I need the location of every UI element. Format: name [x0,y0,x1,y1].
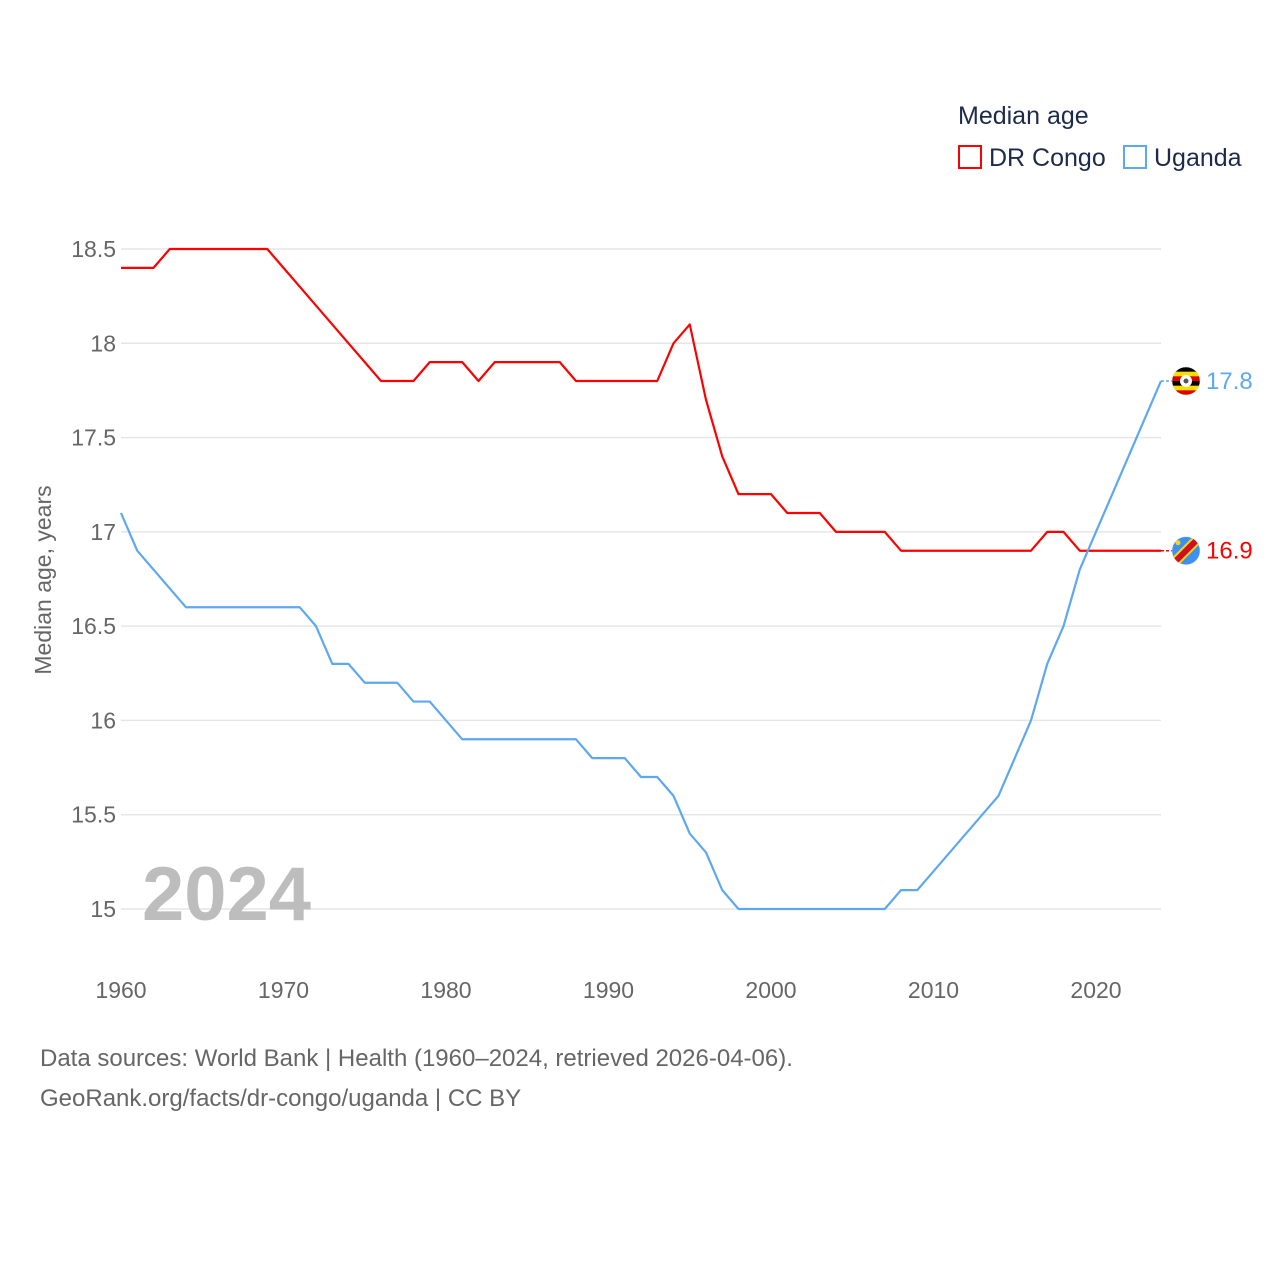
legend-swatch [1123,145,1147,169]
x-tick-label: 1970 [258,977,309,1003]
y-tick-label: 16.5 [71,613,116,639]
x-tick-label: 2010 [908,977,959,1003]
series-line-uganda[interactable] [119,380,1163,911]
x-tick-label: 1960 [95,977,146,1003]
y-tick-label: 16 [90,707,116,733]
dr-congo-flag-icon [1171,536,1201,565]
x-tick-label: 1980 [420,977,471,1003]
attribution-link[interactable]: GeoRank.org/facts/dr-congo/uganda | CC B… [40,1085,522,1112]
legend-label: DR Congo [989,144,1106,172]
y-tick-label: 15 [90,896,116,922]
y-axis-label: Median age, years [30,485,56,674]
y-tick-label: 18 [90,330,116,356]
legend-label: Uganda [1154,144,1242,172]
legend-swatch [958,145,982,169]
x-tick-label: 2020 [1070,977,1121,1003]
y-tick-label: 15.5 [71,802,116,828]
y-tick-label: 18.5 [71,236,116,262]
year-label: 2024 [142,852,311,937]
end-value-label: 16.9 [1206,538,1253,565]
x-tick-label: 2000 [745,977,796,1003]
y-tick-label: 17 [90,519,116,545]
source-note: Data sources: World Bank | Health (1960–… [40,1045,793,1072]
y-tick-label: 17.5 [71,425,116,451]
series-line-dr-congo[interactable] [121,247,1161,552]
uganda-flag-icon [1171,366,1201,396]
legend-item-dr-congo[interactable]: DR Congo [958,144,1106,172]
legend-item-uganda[interactable]: Uganda [1123,144,1242,172]
legend-title: Median age [958,102,1089,130]
end-value-label: 17.8 [1206,368,1253,395]
x-tick-label: 1990 [583,977,634,1003]
